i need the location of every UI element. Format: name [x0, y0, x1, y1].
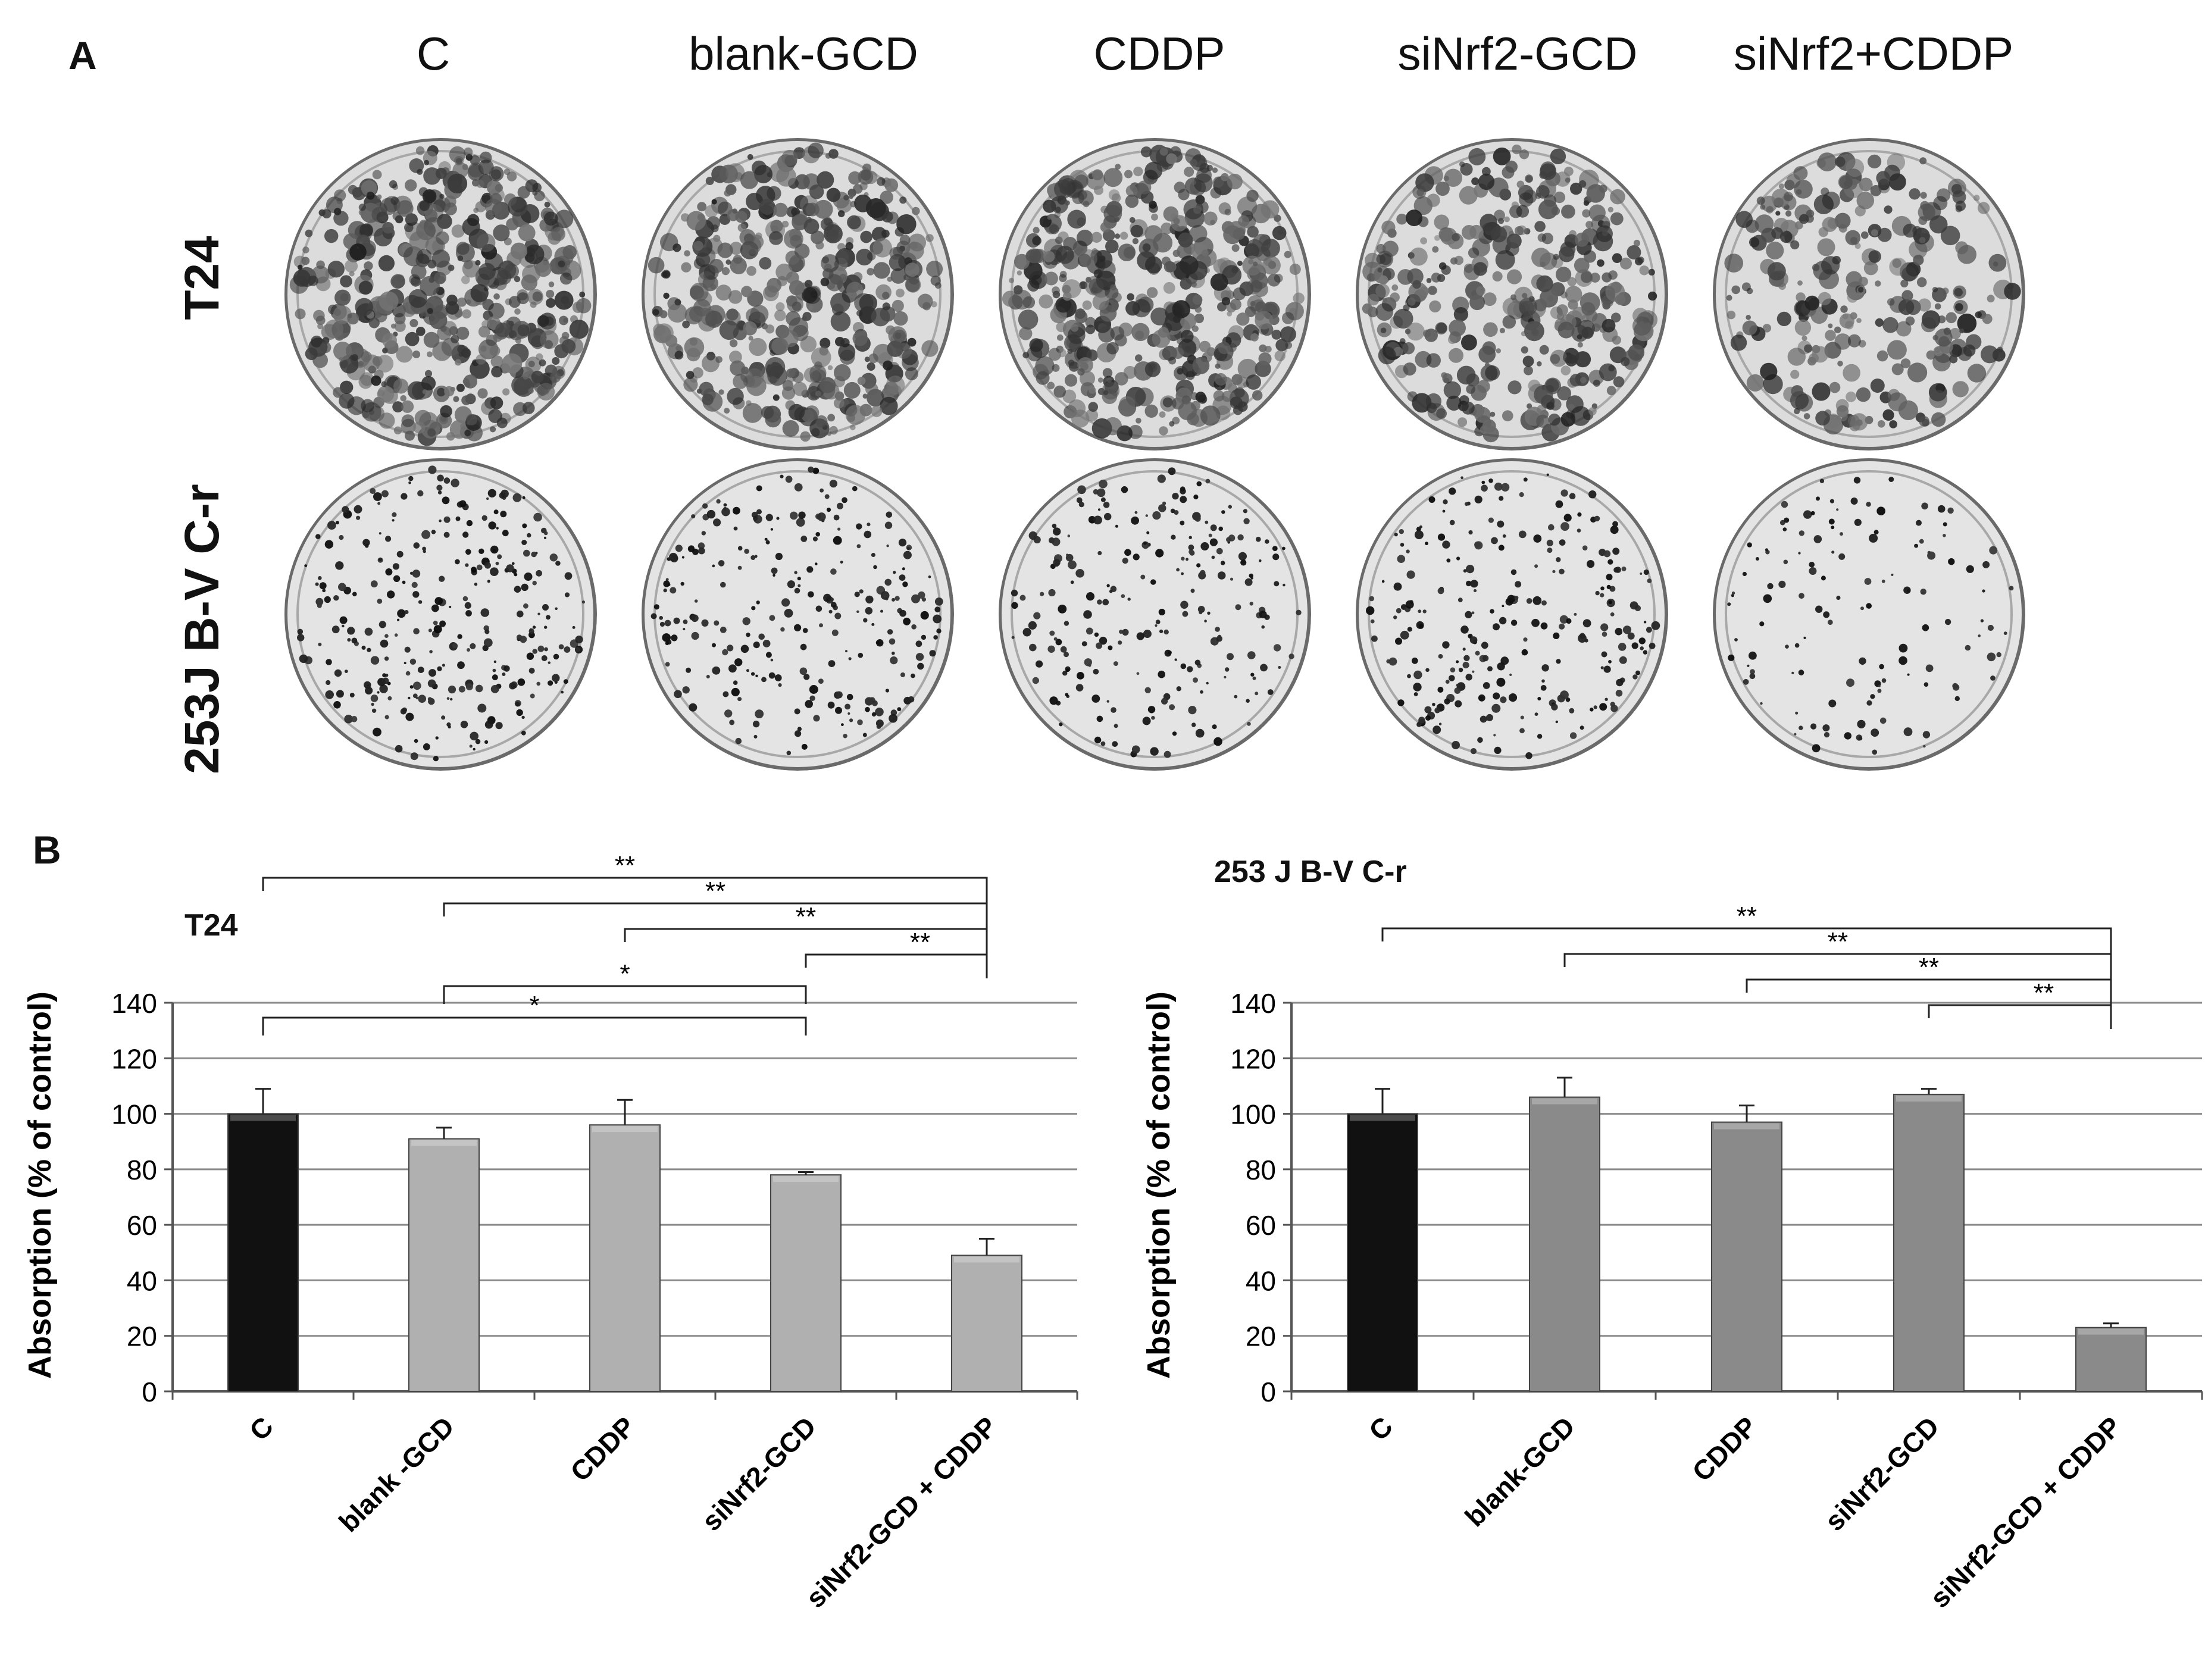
y-tick-label: 140 [111, 988, 157, 1019]
y-axis-label: Absorption (% of control) [1141, 991, 1177, 1379]
significance-label: ** [1828, 927, 1848, 956]
bar-highlight [1350, 1115, 1415, 1121]
column-label-blank-gcd: blank-GCD [689, 27, 918, 80]
bar [2075, 1327, 2147, 1393]
y-tick-label: 20 [127, 1321, 157, 1352]
bar-highlight [411, 1140, 477, 1146]
x-tick-label: siNrf2-GCD [696, 1410, 822, 1537]
y-tick-label: 60 [1246, 1210, 1276, 1241]
x-tick-label: CDDP [564, 1410, 641, 1487]
bar [1529, 1096, 1600, 1392]
colony-dish-image [1356, 138, 1668, 450]
y-tick-label: 80 [127, 1155, 157, 1185]
colony-dish-image [642, 458, 954, 771]
bar-highlight [230, 1115, 296, 1121]
bar-chart-t24: 0 20 40 60 80 100 120 140 Absorption (% of contr… [22, 851, 1078, 1614]
bar-chart-253j: 0 20 40 60 80 100 120 140 Absorption (% of contr… [1141, 902, 2203, 1614]
significance-label: ** [615, 851, 635, 880]
y-tick-label: 20 [1246, 1321, 1276, 1352]
bar [408, 1138, 480, 1392]
significance-label: ** [796, 902, 816, 931]
bar-highlight [592, 1126, 658, 1132]
colony-dish-image [999, 458, 1311, 771]
bar-highlight [773, 1176, 839, 1182]
significance-label: * [529, 991, 539, 1020]
x-tick-label: siNrf2-GCD + CDDP [1924, 1410, 2127, 1613]
y-tick-label: 0 [1261, 1376, 1276, 1407]
chart-title-t24: T24 [184, 908, 238, 943]
bar-highlight [1896, 1095, 1962, 1102]
y-tick-label: 60 [127, 1210, 157, 1241]
significance-label: * [620, 959, 630, 988]
significance-label: ** [1919, 953, 1939, 982]
bar-highlight [954, 1256, 1019, 1263]
y-tick-label: 0 [142, 1376, 157, 1407]
x-tick-label: siNrf2-GCD [1819, 1410, 1945, 1537]
significance-bracket [1928, 1004, 2112, 1018]
x-tick-label: CDDP [1686, 1410, 1763, 1487]
column-label-sinrf2-gcd: siNrf2-GCD [1397, 27, 1638, 80]
column-label-cddp: CDDP [1093, 27, 1225, 80]
colony-dish-image [1713, 458, 2025, 771]
bar-highlight [1532, 1098, 1597, 1105]
colony-dish-image [284, 458, 597, 771]
y-tick-label: 40 [127, 1265, 157, 1296]
y-tick-label: 100 [111, 1099, 157, 1130]
y-tick-label: 120 [1230, 1043, 1276, 1074]
bar [1893, 1093, 1965, 1392]
panel-a-label: A [68, 33, 97, 77]
column-label-sinrf2-cddp: siNrf2+CDDP [1733, 27, 2014, 80]
colony-dish-image [642, 138, 954, 450]
bar [589, 1124, 661, 1392]
x-tick-label: blank-GCD [1459, 1410, 1581, 1532]
bar [227, 1113, 299, 1392]
bar-highlight [2078, 1328, 2144, 1335]
significance-bracket [262, 1016, 807, 1035]
significance-label: ** [705, 877, 725, 906]
significance-label: ** [910, 928, 930, 957]
significance-label: ** [1737, 902, 1757, 931]
y-tick-label: 80 [1246, 1155, 1276, 1185]
significance-label: ** [2034, 978, 2054, 1008]
colony-dish-image [1356, 458, 1668, 771]
bar [770, 1174, 842, 1393]
bar [1347, 1113, 1418, 1392]
bar-highlight [1714, 1123, 1779, 1130]
significance-bracket [805, 953, 988, 968]
y-axis-label: Absorption (% of control) [22, 991, 58, 1379]
colony-dish-image [284, 138, 597, 450]
x-tick-label: siNrf2-GCD + CDDP [800, 1410, 1003, 1613]
column-label-c: C [416, 27, 451, 80]
chart-title-253j: 253 J B-V C-r [1214, 855, 1407, 889]
y-tick-label: 100 [1230, 1099, 1276, 1130]
x-tick-label: C [1363, 1410, 1399, 1446]
y-tick-label: 120 [111, 1043, 157, 1074]
colony-dish-image [999, 138, 1311, 450]
y-tick-label: 40 [1246, 1265, 1276, 1296]
bar [951, 1254, 1022, 1393]
panel-b-label: B [33, 828, 61, 872]
colony-dish-image [1713, 138, 2025, 450]
significance-bracket [443, 985, 807, 1004]
bar [1711, 1121, 1782, 1392]
y-tick-label: 140 [1230, 988, 1276, 1019]
row-label-253j: 253J B-V C-r [175, 484, 229, 774]
x-tick-label: C [243, 1410, 279, 1446]
x-tick-label: blank -GCD [333, 1410, 460, 1538]
